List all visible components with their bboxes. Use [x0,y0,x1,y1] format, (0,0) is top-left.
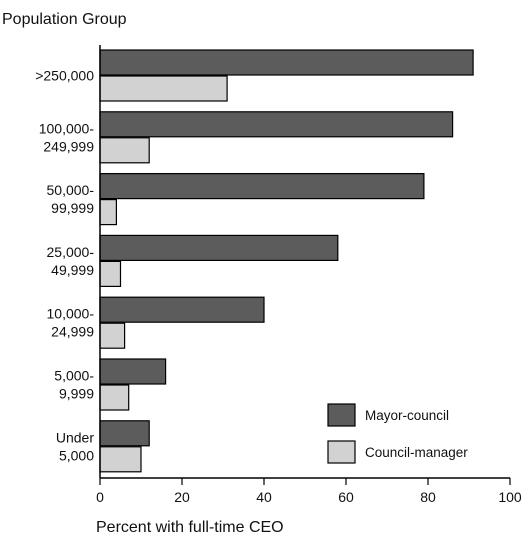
category-label: 25,000- [47,244,95,260]
x-tick-label: 80 [420,489,436,505]
bar-mayor-council-5 [99,358,167,385]
legend: Mayor-council Council-manager [327,403,468,464]
category-label: Under [56,429,94,445]
x-tick-label: 40 [256,489,272,505]
category-label: 50,000- [47,182,95,198]
x-ticks: 0 20 40 60 80 100 [96,478,522,505]
bar-council-manager-1 [99,137,150,164]
x-tick-label: 20 [174,489,190,505]
category-label: 5,000- [54,368,94,384]
category-labels: >250,000 100,000- 249,999 50,000- 99,999 25,0… [35,68,94,464]
category-label: 24,999 [51,324,94,340]
bar-mayor-council-3 [99,234,339,261]
bar-mayor-council-6 [99,420,150,447]
category-label: 99,999 [51,200,94,216]
bar-council-manager-5 [99,384,130,411]
bar-council-manager-4 [99,322,126,349]
legend-swatch-mayor-council [327,403,356,427]
x-tick-label: 100 [498,489,522,505]
category-label: 10,000- [47,306,95,322]
bar-mayor-council-1 [99,111,454,138]
category-label: 5,000 [59,447,94,463]
category-label: 100,000- [39,120,95,136]
bar-council-manager-6 [99,446,142,473]
category-label: 9,999 [59,386,94,402]
category-label: 49,999 [51,262,94,278]
bar-council-manager-3 [99,260,122,287]
x-tick-label: 0 [96,489,104,505]
category-label: >250,000 [35,68,94,84]
chart-title: Population Group [2,11,127,28]
bar-mayor-council-0 [99,49,474,76]
bar-mayor-council-4 [99,296,265,323]
bar-mayor-council-2 [99,173,425,200]
bar-council-manager-2 [99,199,117,226]
legend-label-mayor-council: Mayor-council [365,408,449,423]
legend-label-council-manager: Council-manager [365,445,468,460]
x-axis-label: Percent with full-time CEO [96,519,284,536]
bars-group [99,49,474,473]
x-tick-label: 60 [338,489,354,505]
bar-council-manager-0 [99,75,228,102]
category-label: 249,999 [43,138,94,154]
legend-swatch-council-manager [327,440,356,464]
